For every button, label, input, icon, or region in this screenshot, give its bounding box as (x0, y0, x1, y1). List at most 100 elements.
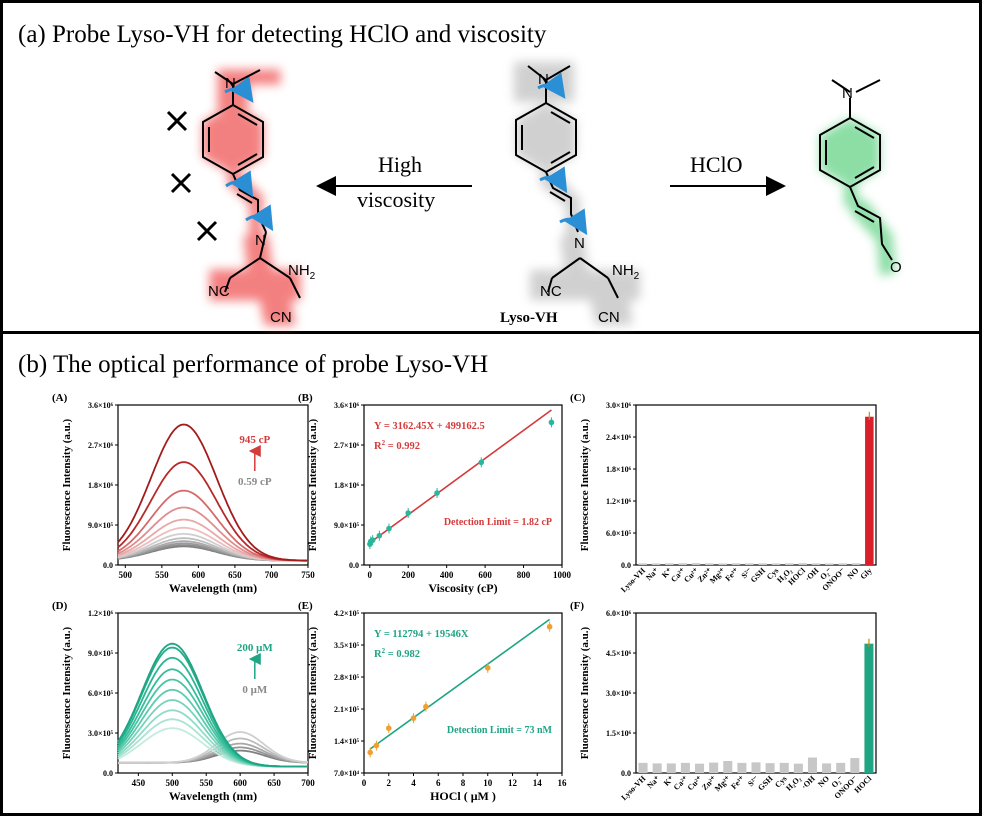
chart-d: (D) 0.0 3.0×10⁵ 6.0×10⁵ 9.0×10⁵ 1.2×10⁶ Fluore… (52, 600, 315, 803)
x-tick-label: 400 (440, 570, 454, 580)
data-point (369, 537, 376, 543)
bar (825, 563, 834, 565)
y-tick-label: 6.0×10⁵ (88, 689, 114, 698)
y-tick-label: 4.2×10⁵ (334, 609, 360, 618)
bar (731, 563, 741, 565)
plot-frame (117, 612, 309, 774)
chart-e: (E) 7.0×10⁴ 1.4×10⁵ 2.1×10⁵ 2.8×10⁵ 3.5×10⁵ 4.… (298, 600, 567, 803)
x-tick-label: 16 (558, 778, 568, 788)
bar (680, 762, 690, 773)
y-axis-label: Fluorescence Intensity (a.u.) (307, 418, 319, 551)
x-tick-label: 2 (387, 778, 392, 788)
bar (758, 563, 767, 565)
atom-cn: CN (270, 309, 292, 326)
data-point (478, 459, 485, 466)
y-tick-label: 6.0×10⁶ (606, 609, 632, 618)
y-tick-label: 3.6×10⁶ (334, 401, 360, 410)
data-point (385, 725, 392, 731)
bar (691, 563, 701, 565)
category-label: Na⁺ (645, 774, 661, 790)
x-tick-label: 500 (119, 570, 133, 580)
x-tick-label: 600 (192, 570, 206, 580)
data-point (373, 742, 380, 749)
y-tick-label: 0.0 (621, 561, 631, 570)
blocked-x-icon (166, 110, 218, 242)
r-squared: R2 = 0.982 (374, 647, 420, 660)
panel-label: (F) (570, 600, 584, 612)
y-tick-label: 0.0 (103, 561, 113, 570)
x-tick-label: 6 (436, 778, 441, 788)
bar (638, 762, 648, 773)
bar (779, 762, 789, 773)
x-tick-label: 550 (155, 570, 169, 580)
bar (666, 763, 676, 773)
x-tick-label: 14 (533, 778, 543, 788)
chart-a: (A) 0.0 9.0×10⁵ 1.8×10⁶ 2.7×10⁶ 3.6×10⁶ Fluore… (52, 392, 315, 595)
plot-frame (635, 404, 877, 566)
y-tick-label: 0.0 (103, 769, 113, 778)
panel-label: (A) (52, 392, 68, 404)
data-point (484, 665, 491, 671)
y-tick-label: 3.5×10⁵ (334, 641, 360, 650)
bar (836, 762, 846, 773)
y-tick-label: 0.0 (621, 769, 631, 778)
bar (651, 563, 661, 565)
probe-molecule: N N NH2 NC CN Lyso-VH (500, 62, 640, 326)
annotation-high: 945 cP (239, 434, 270, 446)
category-label: HOCl (853, 774, 874, 795)
bar (807, 757, 817, 773)
y-tick-label: 1.2×10⁶ (606, 497, 632, 506)
y-axis-label: Fluorescence Intensity (a.u.) (61, 418, 73, 551)
panel-label: (B) (298, 392, 313, 404)
x-tick-label: 500 (166, 778, 180, 788)
bar (785, 563, 794, 565)
x-tick-label: 700 (301, 778, 315, 788)
x-tick-label: 600 (478, 570, 492, 580)
category-label: NO (846, 566, 861, 581)
y-tick-label: 2.8×10⁵ (334, 673, 360, 682)
data-point (434, 490, 440, 496)
y-tick-label: 2.4×10⁶ (606, 433, 632, 442)
series-line (117, 423, 309, 562)
bar (851, 563, 861, 565)
x-tick-label: 1000 (553, 570, 572, 580)
bar (838, 563, 847, 565)
y-tick-label: 6.0×10⁵ (606, 529, 632, 538)
bar (751, 762, 761, 773)
x-tick-label: 450 (132, 778, 146, 788)
viscosity-molecule: N N NH2 NC CN (166, 69, 316, 326)
bar (822, 763, 832, 773)
data-point (546, 623, 553, 630)
x-tick-label: 0 (362, 778, 367, 788)
x-tick-label: 0 (368, 570, 373, 580)
category-label: Gly (859, 566, 874, 581)
panel-b-title: (b) The optical performance of probe Lys… (18, 351, 488, 378)
bar (709, 762, 719, 773)
y-axis-label: Fluorescence Intensity (a.u.) (61, 626, 73, 759)
bar (850, 758, 860, 773)
fit-line (369, 618, 551, 750)
rotor-arrow-icon (225, 170, 254, 198)
bar (737, 762, 747, 773)
viscosity-label-line2: viscosity (357, 187, 435, 212)
x-tick-label: 550 (199, 778, 213, 788)
y-tick-label: 1.4×10⁵ (334, 737, 360, 746)
panel-b-frame (0, 331, 982, 816)
y-tick-label: 2.1×10⁵ (334, 705, 360, 714)
y-tick-label: 1.8×10⁶ (334, 481, 360, 490)
bar (765, 763, 775, 773)
bar (745, 563, 754, 565)
category-label: Fe³⁺ (729, 774, 746, 791)
panel-label: (E) (298, 600, 313, 612)
data-point (548, 419, 555, 426)
category-label: Fe³⁺ (723, 566, 740, 583)
panel-a-title: (a) Probe Lyso-VH for detecting HClO and… (18, 21, 547, 48)
category-label: Na⁺ (644, 566, 660, 582)
y-tick-label: 1.2×10⁶ (88, 609, 114, 618)
fit-line (369, 409, 552, 544)
x-tick-label: 10 (483, 778, 493, 788)
y-tick-label: 4.5×10⁶ (606, 649, 632, 658)
rotor-arrow-icon (539, 166, 568, 194)
rotor-arrow-icon (537, 72, 566, 99)
